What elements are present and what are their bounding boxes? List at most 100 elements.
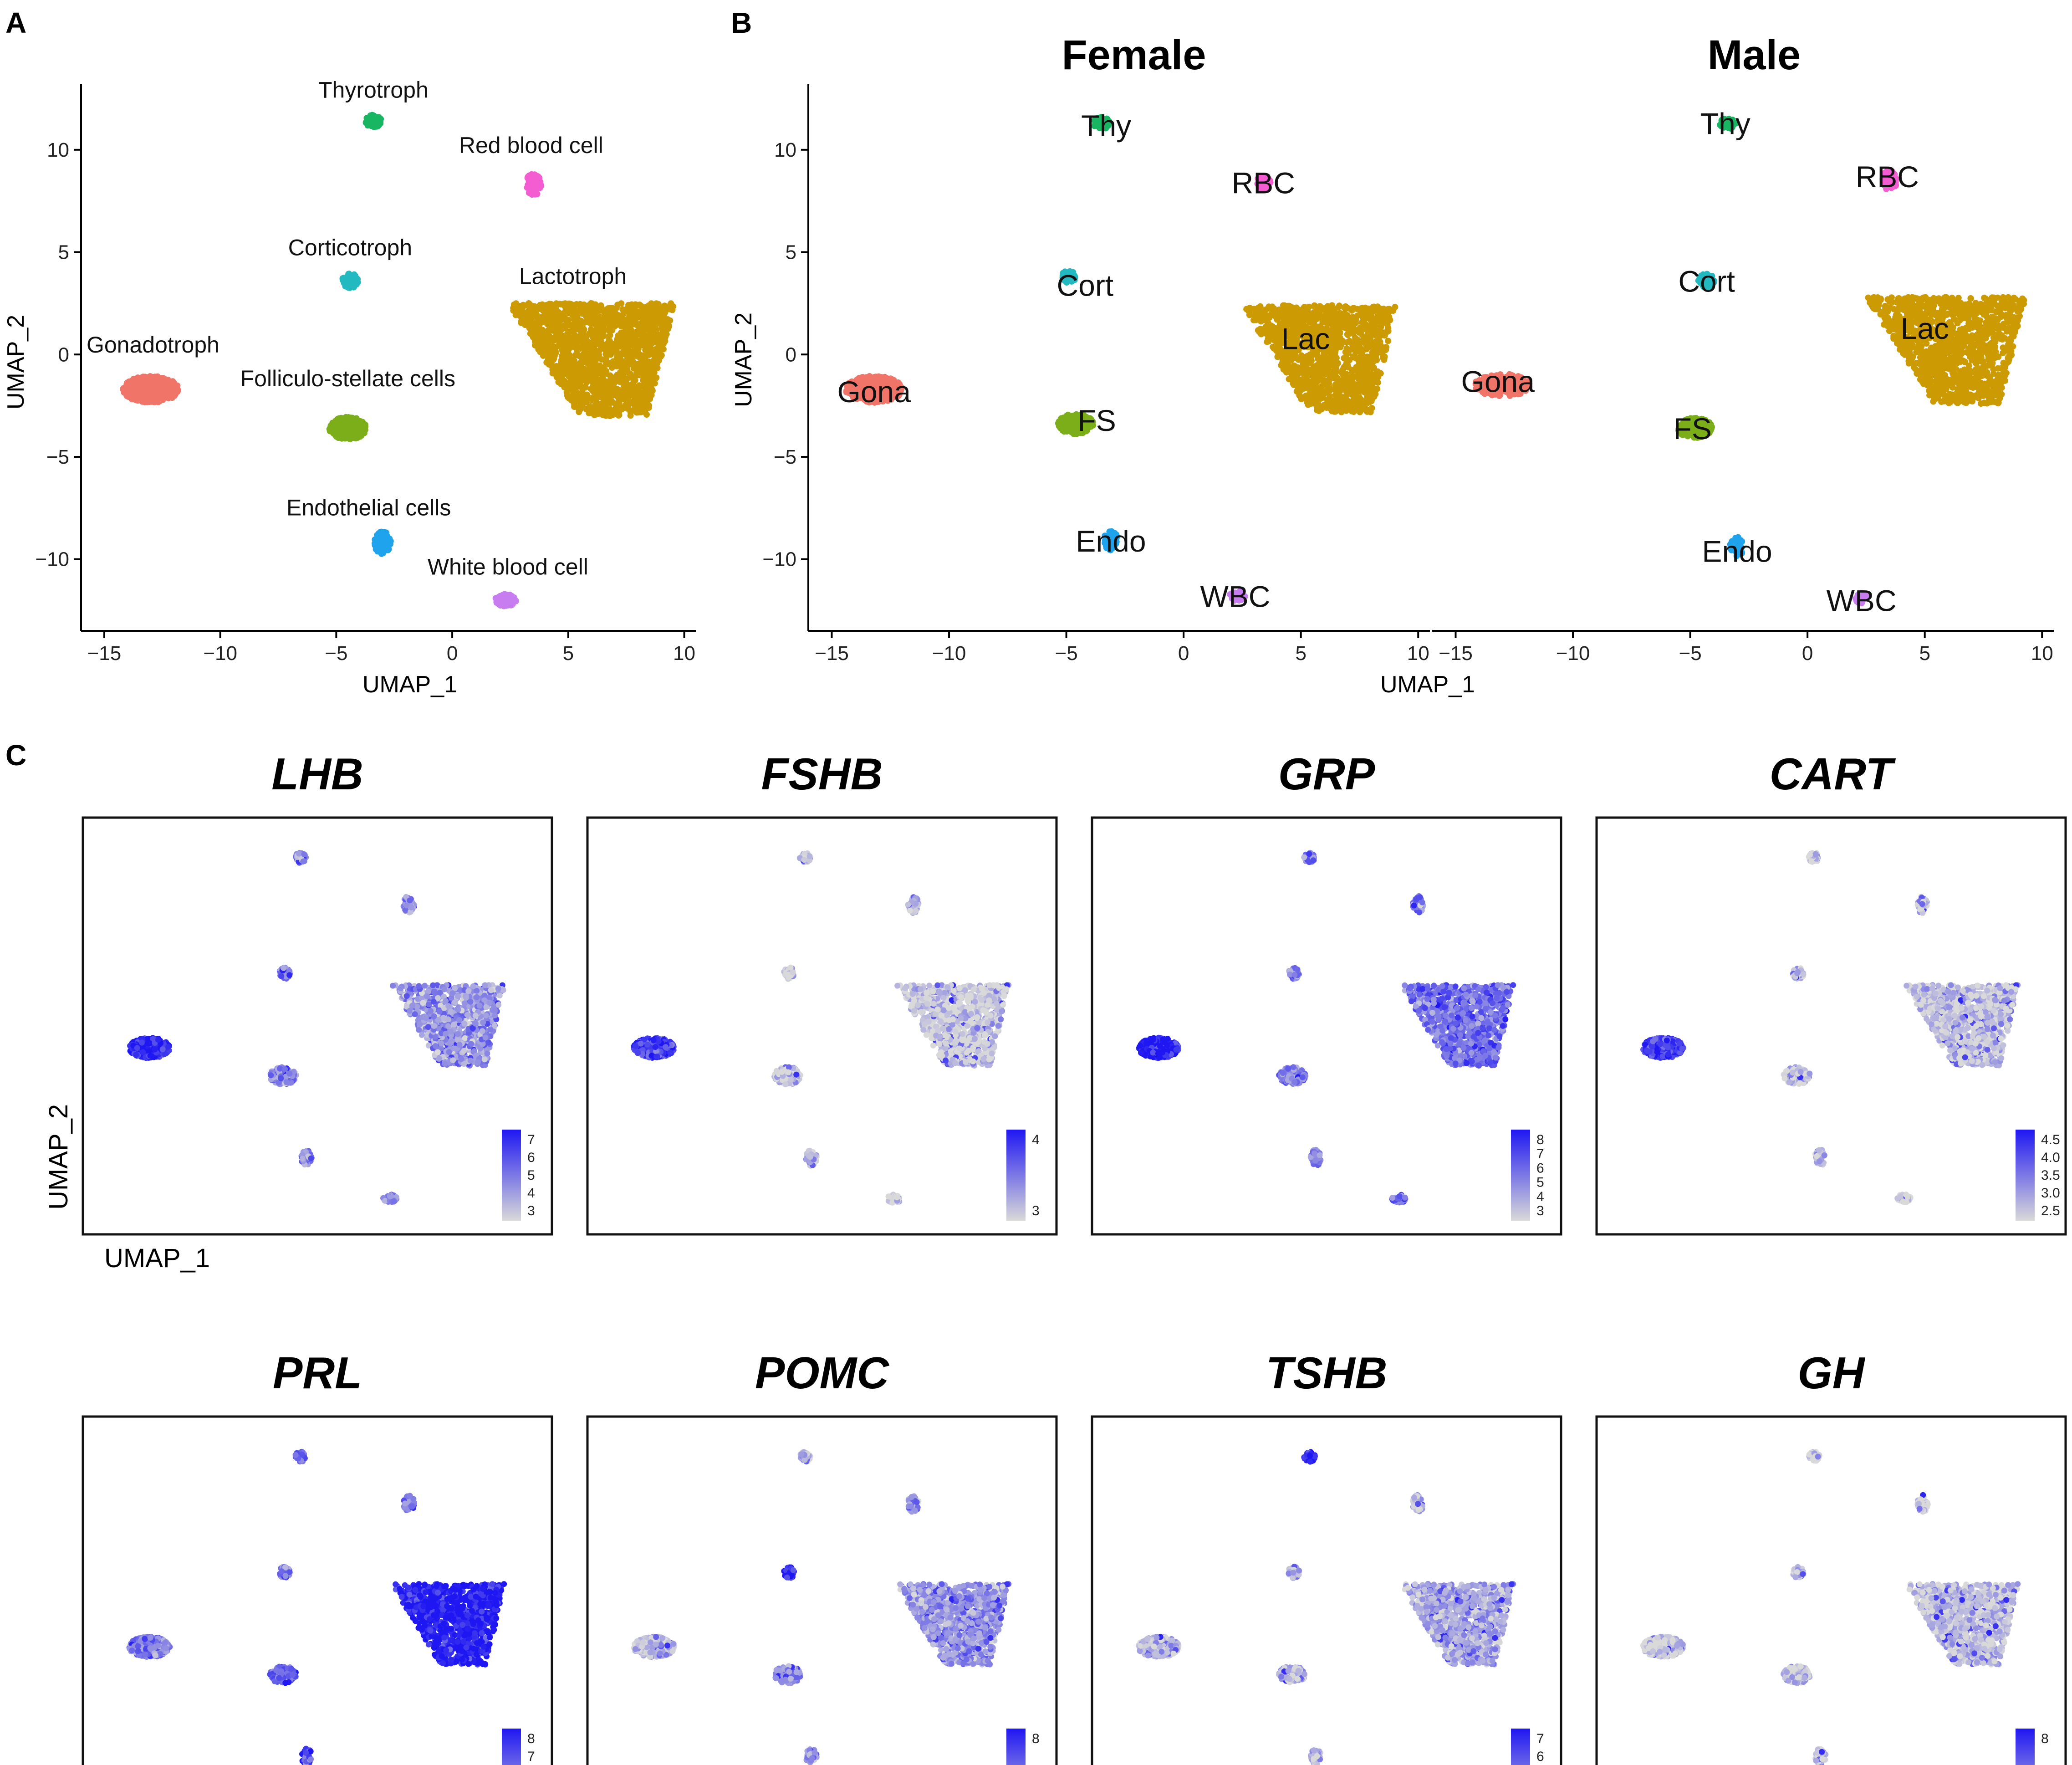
cluster-label: Endothelial cells [286,495,451,520]
cluster-label: Cort [1056,268,1113,302]
panel-a-y-tick-label: 10 [47,139,69,161]
panel-c-feature-plots: LHB76543FSHB43GRP876543CART4.54.03.53.02… [44,749,2067,1765]
gene-title: FSHB [761,749,883,799]
color-legend-tick: 4 [527,1186,535,1201]
cluster-gonadotroph [120,373,181,406]
cluster-endothelial-cells [372,528,394,557]
panel-b-female-x-tick-label: −15 [815,642,849,665]
cluster-wbc [1853,589,1870,607]
cluster-label: WBC [1200,580,1270,614]
feature-plot-fshb: FSHB 4 3 [586,749,1058,1236]
panel-a-x-tick-label: −10 [203,642,237,665]
cluster-label: Endo [1702,535,1772,568]
panel-b-female-x-tick-label: 0 [1178,642,1189,665]
feature-plot-pomc: POMC864 [586,1348,1058,1765]
expression-points [126,1448,507,1765]
cluster-label: Lac [1281,322,1330,355]
cluster-label: RBC [1232,166,1295,200]
color-legend-tick: 4 [1032,1132,1040,1147]
panel-b-female-y-tick-label: −10 [762,548,796,571]
gene-title: TSHB [1266,1348,1388,1398]
panel-b-female-y-tick-label: 0 [786,343,796,366]
panel-b-cluster-labels: Thy RBC Cort Lac Gona FS Endo WBC Thy RBC Cort Lac G… [837,107,1949,617]
cluster-rbc [1879,168,1899,192]
panel-b-female-x-tick-label: −5 [1055,642,1078,665]
color-legend-tick: 6 [527,1150,535,1165]
color-legend-tick: 8 [527,1731,535,1746]
cluster-label: White blood cell [428,554,588,580]
panel-a-x-tick-label: 5 [563,642,574,665]
color-legend-bar [2016,1130,2035,1221]
cluster-lac [1865,294,2027,407]
panel-b-female-points [843,114,1398,604]
color-legend-bar [502,1729,521,1765]
panel-c-xlabel: UMAP_1 [104,1243,210,1273]
expression-points [1640,850,2021,1205]
color-legend-tick: 6 [1536,1161,1544,1176]
cluster-label: Gona [837,375,911,409]
gene-title: PRL [273,1348,362,1398]
color-legend-tick: 5 [1536,1175,1544,1190]
gene-title: GH [1798,1348,1866,1398]
panel-a-cluster-labels: Gonadotroph Thyrotroph Red blood cell Corti… [87,77,627,579]
cluster-white-blood-cell [492,591,519,609]
panel-c-ylabel: UMAP_2 [44,1104,73,1210]
color-legend-tick: 8 [2041,1731,2049,1746]
panel-b-female-y-tick-label: 5 [786,241,796,264]
feature-plot-gh: GH864 [1595,1348,2067,1765]
feature-plot-cart: CART 4.5 4.0 3.5 3.0 2.5 [1595,749,2067,1236]
color-legend-bar [1511,1130,1530,1221]
cluster-label: Gonadotroph [87,332,219,358]
panel-a-points [120,112,677,609]
cluster-rbc [1254,173,1274,192]
panel-label-a: A [5,6,26,39]
expression-points [1136,849,1516,1206]
panel-label-b: B [731,6,752,39]
cluster-label: Endo [1076,524,1146,558]
cluster-label: Cort [1678,264,1735,298]
color-legend-tick: 7 [527,1749,535,1764]
color-legend-tick: 7 [1536,1146,1544,1161]
panel-b-female-y-tick-label: 10 [774,139,796,161]
cluster-endo [1102,528,1120,553]
color-legend-tick: 5 [527,1168,535,1183]
cluster-label: FS [1674,412,1712,445]
cluster-label: Thy [1081,109,1131,143]
color-legend-tick: 3 [1032,1203,1040,1218]
cluster-thyrotroph [362,112,384,130]
panel-b-male-points [1472,116,2027,607]
panel-b-female-x-tick-label: −10 [932,642,966,665]
cluster-label: Thyrotroph [318,77,429,102]
cluster-label: Lac [1900,312,1949,345]
panel-a-y-tick-label: 0 [58,343,69,366]
color-legend-bar [1006,1130,1026,1221]
panel-a-x-tick-label: −15 [87,642,122,665]
cluster-label: Folliculo-stellate cells [240,366,455,391]
panel-a-y-tick-label: −10 [35,548,69,571]
cluster-label: Corticotroph [288,235,412,261]
panel-b-axes: −15 −10 −5 0 5 10 −10 −5 0 5 10 −15 −10 −5 0 5 10 [762,84,2054,665]
cluster-thy [1717,116,1739,132]
panel-c-grid: LHB76543FSHB43GRP876543CART4.54.03.53.02… [82,749,2067,1765]
panel-a-umap: −15 −10 −5 0 5 10 −10 −5 0 5 10 Gonadotroph Thyrotr… [3,77,696,698]
panel-a-y-tick-label: −5 [46,446,69,468]
color-legend-tick: 3 [527,1203,535,1218]
expression-points [631,850,1012,1206]
feature-plot-prl: PRL87654 [82,1348,553,1765]
cluster-folliculo-stellate-cells [326,414,369,442]
cluster-label: WBC [1827,584,1897,618]
cluster-fs [1675,414,1715,441]
panel-a-x-tick-label: −5 [325,642,347,665]
color-legend-bar [2016,1729,2035,1765]
color-legend-tick: 8 [1032,1731,1040,1746]
expression-points [631,1449,1012,1765]
panel-a-x-tick-label: 0 [447,642,458,665]
cluster-corticotroph [339,271,361,291]
cluster-fs [1055,411,1097,438]
cluster-wbc [1227,588,1248,604]
panel-b-male-x-tick-label: 10 [2031,642,2053,665]
panel-b-male-x-tick-label: −5 [1679,642,1702,665]
panel-b-male-x-tick-label: 0 [1802,642,1813,665]
